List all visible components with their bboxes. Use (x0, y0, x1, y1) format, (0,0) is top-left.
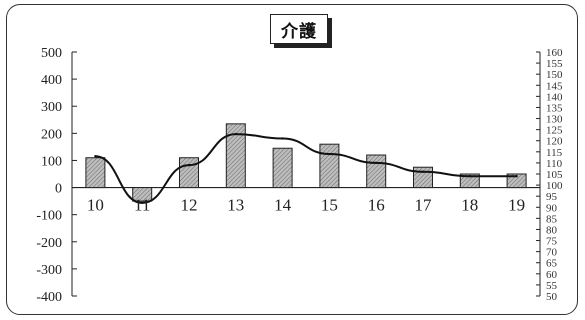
right-tick-label: 130 (546, 114, 563, 126)
right-tick-label: 155 (546, 58, 563, 70)
right-tick-label: 85 (546, 213, 558, 225)
index-line-series (95, 133, 517, 204)
right-tick-label: 125 (546, 125, 563, 137)
x-tick-label-13: 13 (227, 196, 244, 215)
x-tick-label-19: 19 (508, 196, 525, 215)
right-tick-label: 110 (546, 158, 563, 170)
right-tick-label: 115 (546, 147, 563, 159)
right-tick-label: 140 (546, 91, 563, 103)
bar-15 (319, 143, 340, 189)
line-point-18 (468, 175, 471, 178)
x-tick-label-14: 14 (274, 196, 292, 215)
x-tick-label-12: 12 (181, 196, 198, 215)
chart-title: 介護 (270, 14, 328, 44)
x-tick-label-15: 15 (321, 196, 338, 215)
line-point-13 (234, 132, 237, 136)
right-tick-label: 55 (546, 280, 558, 292)
right-tick-label: 70 (546, 247, 558, 259)
right-tick-label: 150 (546, 69, 563, 81)
right-tick-label: 135 (546, 102, 563, 114)
left-tick-label: 0 (55, 182, 62, 197)
bar-11 (132, 187, 153, 202)
right-tick-label: 120 (546, 136, 563, 148)
line-point-17 (421, 170, 425, 173)
line-point-11 (141, 201, 144, 205)
x-tick-label-11: 11 (134, 196, 150, 215)
line-point-14 (281, 137, 284, 140)
x-tick-label-18: 18 (461, 196, 478, 215)
right-tick-label: 60 (546, 269, 558, 281)
line-point-12 (187, 163, 191, 167)
bar-14 (272, 147, 293, 189)
left-tick-label: -100 (36, 209, 62, 224)
left-tick-label: -200 (36, 236, 62, 251)
left-tick-label: 300 (41, 100, 62, 115)
right-tick-label: 75 (546, 236, 558, 248)
left-tick-label: 200 (41, 127, 62, 142)
bar-12 (179, 157, 199, 189)
x-tick-label-16: 16 (368, 196, 385, 215)
right-tick-label: 160 (546, 47, 563, 59)
right-tick-label: 95 (546, 191, 558, 203)
left-tick-label: -400 (36, 290, 62, 305)
right-tick-label: 100 (546, 180, 563, 192)
right-tick-label: 145 (546, 80, 563, 92)
right-tick-label: 90 (546, 202, 558, 214)
x-tick-label-10: 10 (87, 196, 104, 215)
right-tick-label: 105 (546, 169, 563, 181)
bar-10 (85, 157, 106, 189)
bar-18 (459, 173, 480, 189)
bar-16 (366, 154, 387, 189)
line-point-19 (515, 175, 518, 178)
left-tick-label: 500 (41, 46, 62, 61)
right-tick-label: 65 (546, 258, 558, 270)
bar-19 (506, 173, 527, 189)
bar-17 (413, 166, 433, 189)
bar-13 (225, 123, 246, 189)
right-tick-label: 80 (546, 224, 558, 236)
left-tick-label: -300 (36, 263, 62, 278)
line-point-10 (94, 155, 97, 158)
chart-frame (6, 4, 578, 315)
left-tick-label: 100 (41, 154, 62, 169)
line-point-16 (375, 161, 378, 165)
right-tick-label: 50 (546, 291, 558, 303)
line-point-15 (328, 152, 331, 156)
x-tick-label-17: 17 (415, 196, 433, 215)
chart-title-box: 介護 (270, 14, 332, 48)
left-tick-label: 400 (41, 73, 62, 88)
